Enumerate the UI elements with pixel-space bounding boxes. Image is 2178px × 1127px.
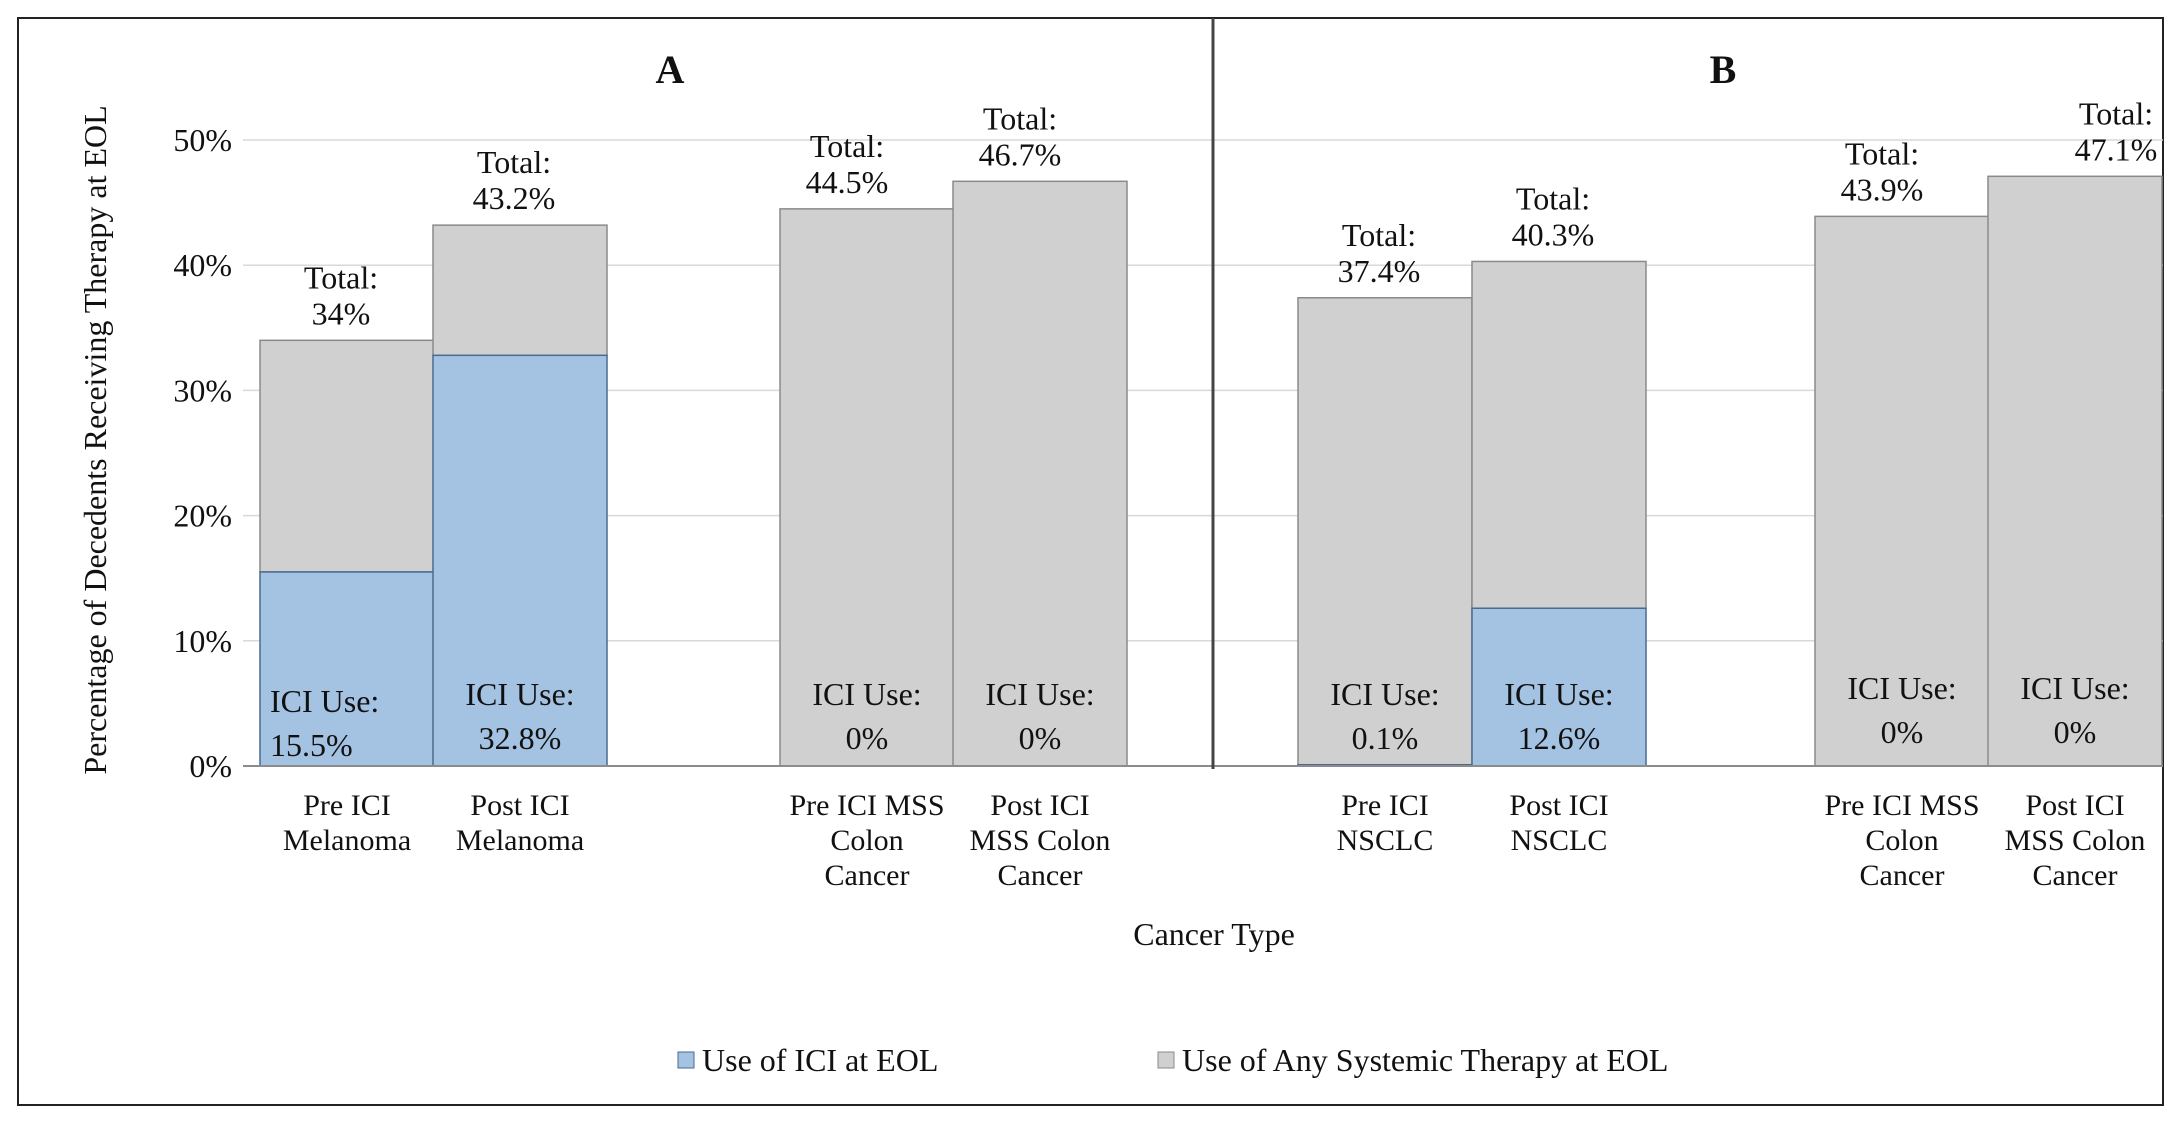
x-tick-label: Post ICI xyxy=(2025,789,2124,822)
ici-data-label: ICI Use: xyxy=(2020,670,2129,706)
x-tick-label: Cancer xyxy=(825,859,910,892)
x-tick-label: NSCLC xyxy=(1337,824,1434,857)
legend-label-total: Use of Any Systemic Therapy at EOL xyxy=(1182,1042,1668,1078)
bar-ici xyxy=(432,354,608,767)
bar-total xyxy=(1987,175,2163,767)
ici-data-label: ICI Use: xyxy=(1847,670,1956,706)
legend-label-ici: Use of ICI at EOL xyxy=(702,1042,938,1078)
legend-swatch-total xyxy=(1157,1051,1175,1069)
x-tick-label: Post ICI xyxy=(470,789,569,822)
total-data-label: Total: xyxy=(2079,95,2153,131)
bar-ici xyxy=(1471,607,1647,767)
x-tick-label: Melanoma xyxy=(283,824,411,857)
bar-total xyxy=(1471,260,1647,609)
legend: Use of ICI at EOL Use of Any Systemic Th… xyxy=(677,1042,1668,1078)
x-tick-label: Cancer xyxy=(998,859,1083,892)
y-tick-label: 20% xyxy=(173,498,232,534)
x-tick-label: Pre ICI MSS xyxy=(789,789,944,822)
x-tick-label: Cancer xyxy=(1860,859,1945,892)
y-tick-label: 50% xyxy=(173,122,232,158)
x-tick-label: Colon xyxy=(1865,824,1938,857)
ici-data-value: 0.1% xyxy=(1352,720,1419,756)
total-data-value: 43.2% xyxy=(473,180,556,216)
ici-data-label: ICI Use: xyxy=(1504,676,1613,712)
x-tick-label: Pre ICI xyxy=(1341,789,1428,822)
ici-data-value: 32.8% xyxy=(479,720,562,756)
ici-data-label: ICI Use: xyxy=(1330,676,1439,712)
ici-data-value: 0% xyxy=(1019,720,1062,756)
total-data-value: 47.1% xyxy=(2075,131,2158,167)
bars-layer xyxy=(259,175,2163,767)
ici-data-label: ICI Use: xyxy=(270,683,379,719)
total-data-value: 44.5% xyxy=(806,164,889,200)
x-tick-label: MSS Colon xyxy=(2005,824,2146,857)
total-data-label: Total: xyxy=(477,144,551,180)
total-data-value: 37.4% xyxy=(1338,253,1421,289)
x-tick-label: NSCLC xyxy=(1511,824,1608,857)
total-data-label: Total: xyxy=(1342,217,1416,253)
x-tick-label: MSS Colon xyxy=(970,824,1111,857)
bar-total xyxy=(1814,215,1990,767)
x-tick-label: Melanoma xyxy=(456,824,584,857)
y-tick-label: 40% xyxy=(173,247,232,283)
x-axis-label: Cancer Type xyxy=(1133,916,1295,952)
panel-title: B xyxy=(1710,47,1737,92)
x-tick-label: Post ICI xyxy=(990,789,1089,822)
ici-data-label: ICI Use: xyxy=(985,676,1094,712)
ici-data-label: ICI Use: xyxy=(812,676,921,712)
y-tick-label: 30% xyxy=(173,372,232,408)
y-axis-label: Percentage of Decedents Receiving Therap… xyxy=(77,105,113,774)
x-tick-label: Post ICI xyxy=(1509,789,1608,822)
bar-total xyxy=(259,339,435,573)
legend-swatch-ici xyxy=(677,1051,695,1069)
y-tick-label: 10% xyxy=(173,623,232,659)
x-tick-label: Colon xyxy=(830,824,903,857)
bar-ici xyxy=(259,571,435,767)
ici-data-value: 12.6% xyxy=(1518,720,1601,756)
total-data-label: Total: xyxy=(304,259,378,295)
x-tick-label: Pre ICI MSS xyxy=(1824,789,1979,822)
x-tick-label: Pre ICI xyxy=(303,789,390,822)
total-data-label: Total: xyxy=(1516,180,1590,216)
total-data-value: 34% xyxy=(312,295,371,331)
total-data-label: Total: xyxy=(1845,135,1919,171)
ici-data-value: 15.5% xyxy=(270,727,353,763)
total-data-label: Total: xyxy=(983,100,1057,136)
ici-data-value: 0% xyxy=(1881,714,1924,750)
total-data-value: 40.3% xyxy=(1512,216,1595,252)
total-data-value: 43.9% xyxy=(1841,171,1924,207)
x-tick-label: Cancer xyxy=(2033,859,2118,892)
total-data-label: Total: xyxy=(810,128,884,164)
bar-total xyxy=(952,180,1128,767)
total-data-value: 46.7% xyxy=(979,136,1062,172)
y-tick-label: 0% xyxy=(189,748,232,784)
ici-data-label: ICI Use: xyxy=(465,676,574,712)
bar-total xyxy=(779,208,955,767)
bar-total xyxy=(432,224,608,357)
ici-data-value: 0% xyxy=(846,720,889,756)
ici-data-value: 0% xyxy=(2054,714,2097,750)
panel-title: A xyxy=(656,47,685,92)
